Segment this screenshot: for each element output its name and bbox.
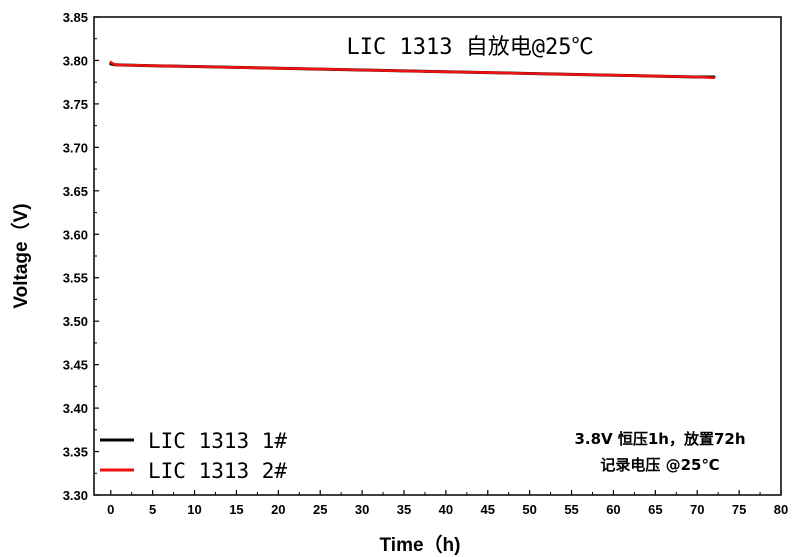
series-layer [109, 60, 716, 80]
x-tick-label: 10 [187, 502, 201, 517]
x-tick-label: 5 [149, 502, 156, 517]
y-tick-label: 3.65 [63, 184, 88, 199]
y-tick-label: 3.50 [63, 314, 88, 329]
x-tick-label: 0 [107, 502, 114, 517]
x-tick-label: 40 [439, 502, 453, 517]
y-axis-title: Voltage（V) [9, 203, 32, 308]
y-tick-label: 3.45 [63, 358, 88, 373]
x-tick-label: 30 [355, 502, 369, 517]
x-tick-label: 70 [690, 502, 704, 517]
x-tick-label: 45 [481, 502, 495, 517]
x-axis: 0 5 10 15 20 25 30 35 40 45 50 55 60 65 70 75 80 [107, 490, 788, 517]
x-tick-label: 20 [271, 502, 285, 517]
series-line-2 [109, 60, 716, 80]
x-tick-label: 80 [774, 502, 788, 517]
x-tick-label: 60 [606, 502, 620, 517]
legend-label-series-1: LIC 1313 1# [148, 429, 287, 453]
annotation-line-1: 3.8V 恒压1h，放置72h [574, 430, 745, 448]
x-tick-label: 25 [313, 502, 327, 517]
y-tick-label: 3.80 [63, 53, 88, 68]
chart-title: LIC 1313 自放电@25℃ [347, 35, 594, 60]
y-tick-label: 3.70 [63, 140, 88, 155]
x-tick-label: 55 [564, 502, 578, 517]
y-tick-label: 3.60 [63, 227, 88, 242]
x-tick-label: 35 [397, 502, 411, 517]
plot-frame [93, 16, 782, 496]
y-tick-label: 3.35 [63, 445, 88, 460]
x-tick-label: 75 [732, 502, 746, 517]
y-tick-label: 3.30 [63, 488, 88, 503]
legend: LIC 1313 1# LIC 1313 2# [100, 429, 287, 483]
legend-label-series-2: LIC 1313 2# [148, 459, 287, 483]
y-tick-label: 3.85 [63, 10, 88, 25]
x-axis-title: Time（h) [380, 533, 461, 556]
y-tick-label: 3.75 [63, 97, 88, 112]
annotation-line-2: 记录电压 @25℃ [600, 456, 719, 474]
x-tick-label: 50 [522, 502, 536, 517]
x-tick-label: 15 [229, 502, 243, 517]
y-tick-label: 3.40 [63, 401, 88, 416]
y-axis: 3.30 3.35 3.40 3.45 3.50 3.55 3.60 3.65 3.70 3.75… [63, 10, 99, 503]
y-tick-label: 3.55 [63, 271, 88, 286]
x-tick-label: 65 [648, 502, 662, 517]
